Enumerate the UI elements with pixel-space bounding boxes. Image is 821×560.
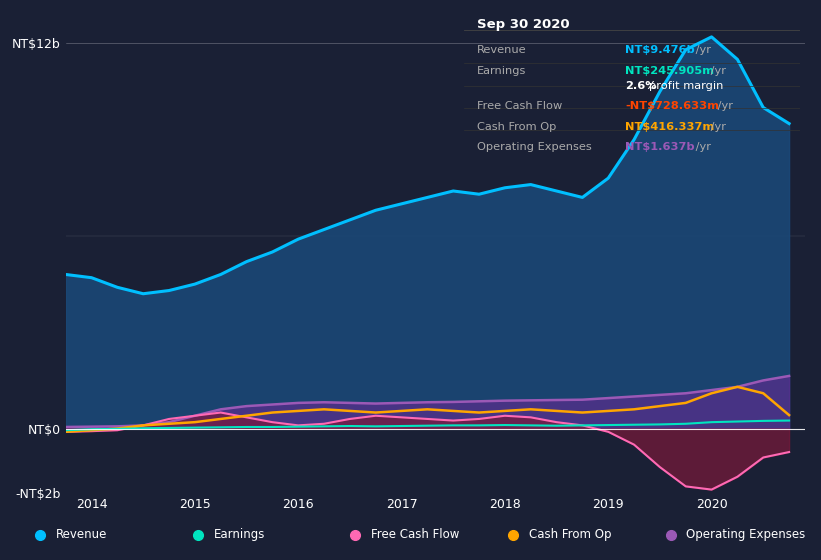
Text: Earnings: Earnings bbox=[213, 528, 265, 542]
Text: NT$245.905m: NT$245.905m bbox=[626, 66, 714, 76]
Text: 2.6%: 2.6% bbox=[626, 81, 657, 91]
Text: Revenue: Revenue bbox=[56, 528, 108, 542]
Text: /yr: /yr bbox=[714, 101, 733, 111]
Text: /yr: /yr bbox=[692, 45, 711, 55]
Text: NT$1.637b: NT$1.637b bbox=[626, 142, 695, 152]
Text: Free Cash Flow: Free Cash Flow bbox=[477, 101, 562, 111]
Text: NT$416.337m: NT$416.337m bbox=[626, 122, 715, 132]
Text: Cash From Op: Cash From Op bbox=[529, 528, 611, 542]
Text: -NT$728.633m: -NT$728.633m bbox=[626, 101, 719, 111]
Text: Operating Expenses: Operating Expenses bbox=[477, 142, 592, 152]
Text: profit margin: profit margin bbox=[649, 81, 723, 91]
Text: Cash From Op: Cash From Op bbox=[477, 122, 557, 132]
Text: Free Cash Flow: Free Cash Flow bbox=[371, 528, 460, 542]
Text: NT$9.476b: NT$9.476b bbox=[626, 45, 695, 55]
Text: /yr: /yr bbox=[692, 142, 711, 152]
Text: Operating Expenses: Operating Expenses bbox=[686, 528, 805, 542]
Text: /yr: /yr bbox=[707, 122, 726, 132]
Text: Revenue: Revenue bbox=[477, 45, 527, 55]
Text: Earnings: Earnings bbox=[477, 66, 527, 76]
Text: Sep 30 2020: Sep 30 2020 bbox=[477, 18, 570, 31]
Text: /yr: /yr bbox=[707, 66, 726, 76]
